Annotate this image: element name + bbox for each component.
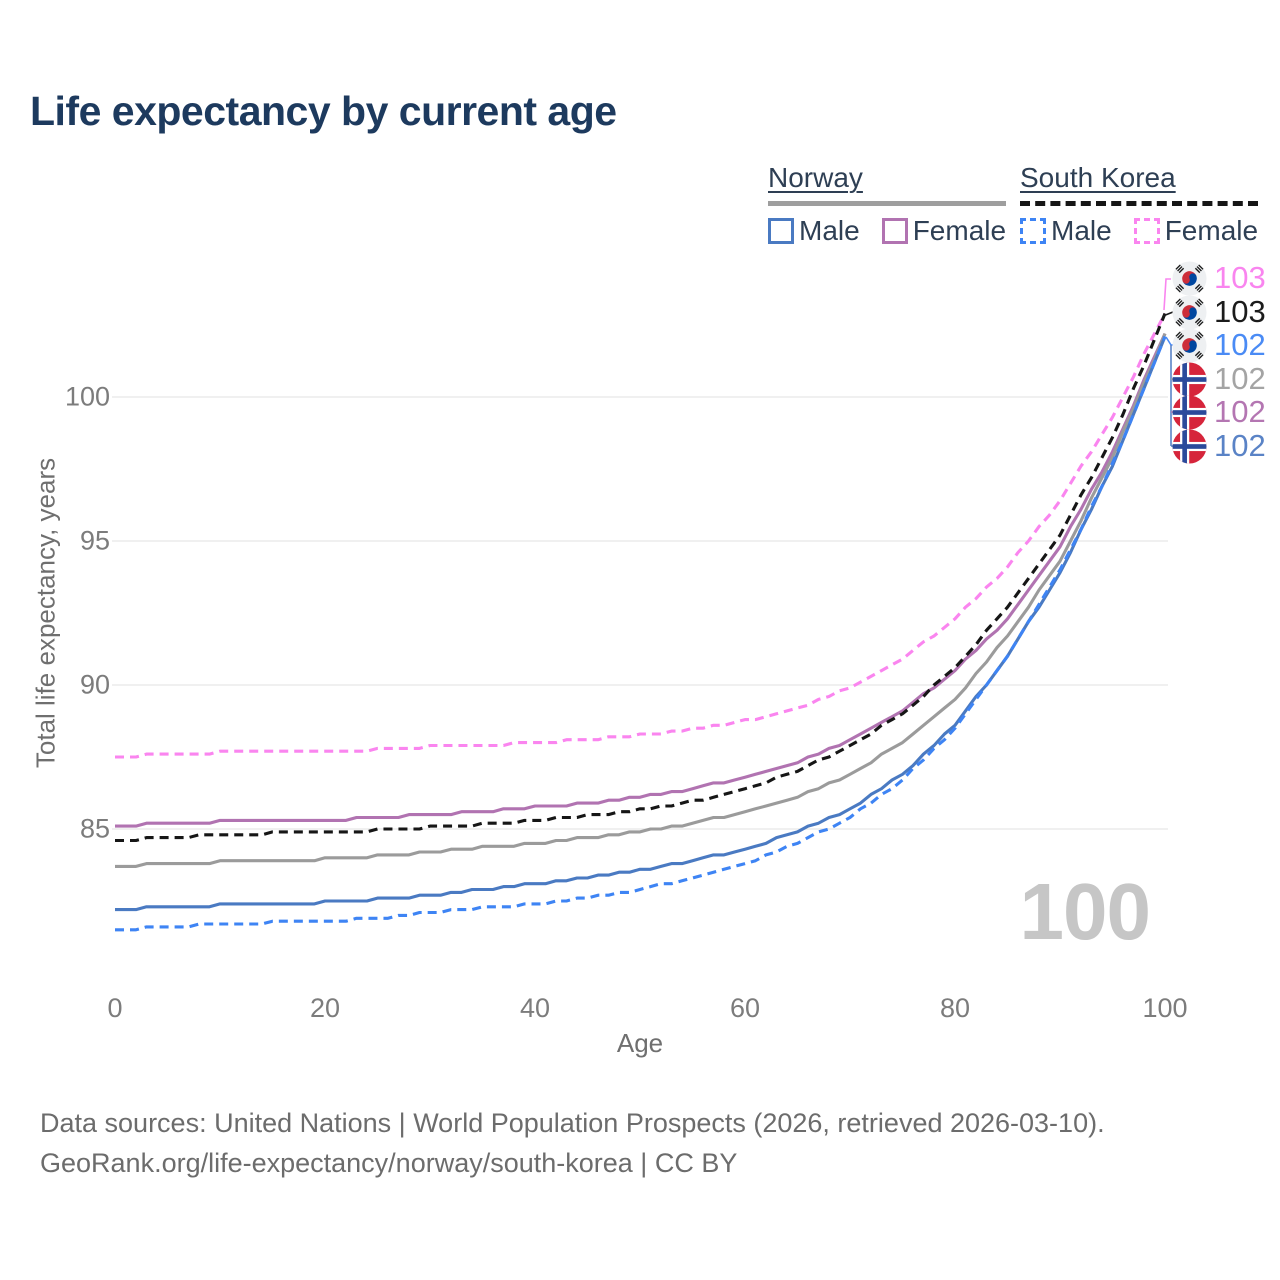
x-tick-100: 100 bbox=[1142, 993, 1188, 1023]
end-label-south-korea-female: 103 bbox=[1172, 260, 1266, 296]
series-norway-combined bbox=[115, 333, 1167, 868]
data-sources-note: Data sources: United Nations | World Pop… bbox=[40, 1108, 1105, 1138]
legend-south-korea-male-label: Male bbox=[1051, 215, 1112, 246]
south-korea-female-swatch bbox=[1133, 218, 1160, 244]
end-label-value: 103 bbox=[1214, 260, 1266, 295]
end-label-value: 102 bbox=[1214, 361, 1266, 396]
page-title: Life expectancy by current age bbox=[30, 88, 617, 134]
legend-norway-line-style bbox=[768, 201, 1007, 206]
legend-group-south-korea: South Korea Male Female bbox=[1020, 162, 1259, 247]
series-south-korea-male bbox=[115, 335, 1167, 932]
age-counter-watermark: 100 bbox=[1019, 867, 1151, 956]
norway-male-swatch bbox=[768, 218, 794, 244]
y-axis-title: Total life expectancy, years bbox=[30, 457, 61, 769]
attribution-note: GeoRank.org/life-expectancy/norway/south… bbox=[40, 1148, 738, 1178]
end-label-value: 102 bbox=[1214, 428, 1266, 463]
x-tick-80: 80 bbox=[939, 993, 971, 1023]
end-label-south-korea-male: 102 bbox=[1172, 327, 1266, 363]
legend-norway-female[interactable]: Female bbox=[881, 215, 1007, 247]
x-tick-20: 20 bbox=[309, 993, 341, 1023]
end-label-south-korea-combined: 103 bbox=[1172, 294, 1266, 330]
series-south-korea-combined bbox=[115, 312, 1167, 843]
x-tick-60: 60 bbox=[729, 993, 761, 1023]
legend-norway-male-label: Male bbox=[799, 215, 860, 246]
x-tick-40: 40 bbox=[519, 993, 551, 1023]
label-leader-line bbox=[1163, 278, 1171, 311]
series-south-korea-female bbox=[115, 312, 1167, 759]
y-tick-85: 85 bbox=[79, 813, 110, 844]
legend-norway-female-label: Female bbox=[912, 215, 1007, 246]
legend-norway-label[interactable]: Norway bbox=[768, 162, 863, 193]
end-label-value: 102 bbox=[1214, 394, 1266, 429]
y-tick-95: 95 bbox=[79, 525, 110, 556]
x-tick-0: 0 bbox=[107, 993, 123, 1023]
end-label-norway-female: 102 bbox=[1172, 394, 1266, 430]
end-label-norway-combined: 102 bbox=[1172, 361, 1266, 397]
legend-south-korea-female-label: Female bbox=[1164, 215, 1259, 246]
legend-norway-male[interactable]: Male bbox=[768, 215, 860, 247]
norway-flag-icon bbox=[1172, 362, 1207, 397]
x-axis-title: Age bbox=[616, 1028, 664, 1058]
norway-flag-icon bbox=[1172, 395, 1207, 430]
legend-south-korea-line-style bbox=[1020, 201, 1259, 206]
south-korea-flag-icon bbox=[1172, 261, 1207, 296]
end-label-value: 102 bbox=[1214, 327, 1266, 362]
series-norway-female bbox=[115, 332, 1167, 828]
end-label-value: 103 bbox=[1214, 294, 1266, 329]
legend-group-norway: Norway Male Female bbox=[768, 162, 1007, 247]
legend-south-korea-label[interactable]: South Korea bbox=[1020, 162, 1176, 193]
norway-female-swatch bbox=[881, 218, 908, 244]
south-korea-male-swatch bbox=[1020, 218, 1046, 244]
end-label-norway-male: 102 bbox=[1172, 428, 1266, 464]
legend-south-korea-male[interactable]: Male bbox=[1020, 215, 1112, 247]
y-tick-100: 100 bbox=[64, 381, 110, 412]
south-korea-flag-icon bbox=[1172, 328, 1207, 363]
south-korea-flag-icon bbox=[1172, 295, 1207, 330]
norway-flag-icon bbox=[1172, 429, 1207, 464]
series-norway-male bbox=[115, 335, 1167, 912]
legend-south-korea-female[interactable]: Female bbox=[1133, 215, 1259, 247]
y-tick-90: 90 bbox=[79, 669, 110, 700]
